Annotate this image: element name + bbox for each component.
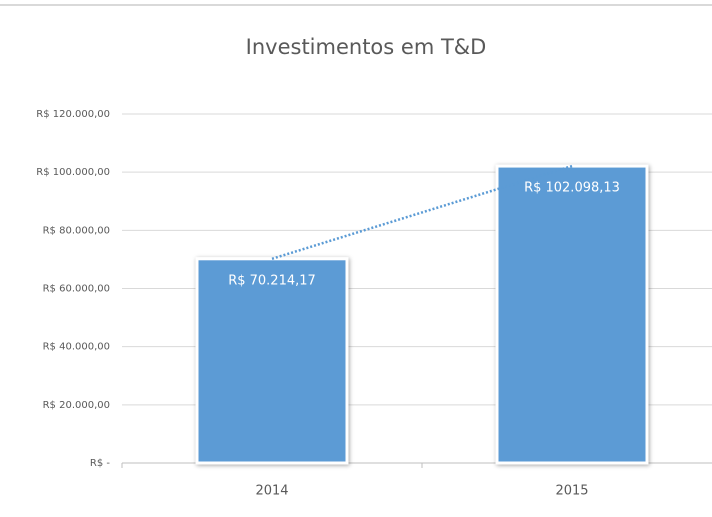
- y-tick-label: R$ 80.000,00: [43, 225, 110, 236]
- y-tick-label: R$ 120.000,00: [36, 109, 110, 120]
- y-tick-label: R$ 20.000,00: [43, 400, 110, 411]
- trendline: [271, 164, 573, 260]
- bar: [495, 164, 649, 465]
- x-tick-label: 2014: [255, 484, 288, 499]
- y-tick-label: R$ 60.000,00: [43, 284, 110, 295]
- y-tick-label: R$ 100.000,00: [36, 167, 110, 178]
- x-tick-label: 2015: [555, 484, 588, 499]
- value-label: R$ 102.098,13: [524, 181, 620, 196]
- y-tick-label: R$ -: [90, 458, 110, 469]
- bar: [195, 257, 349, 465]
- y-tick-label: R$ 40.000,00: [43, 342, 110, 353]
- value-label: R$ 70.214,17: [228, 273, 316, 288]
- chart-title: Investimentos em T&D: [246, 35, 487, 59]
